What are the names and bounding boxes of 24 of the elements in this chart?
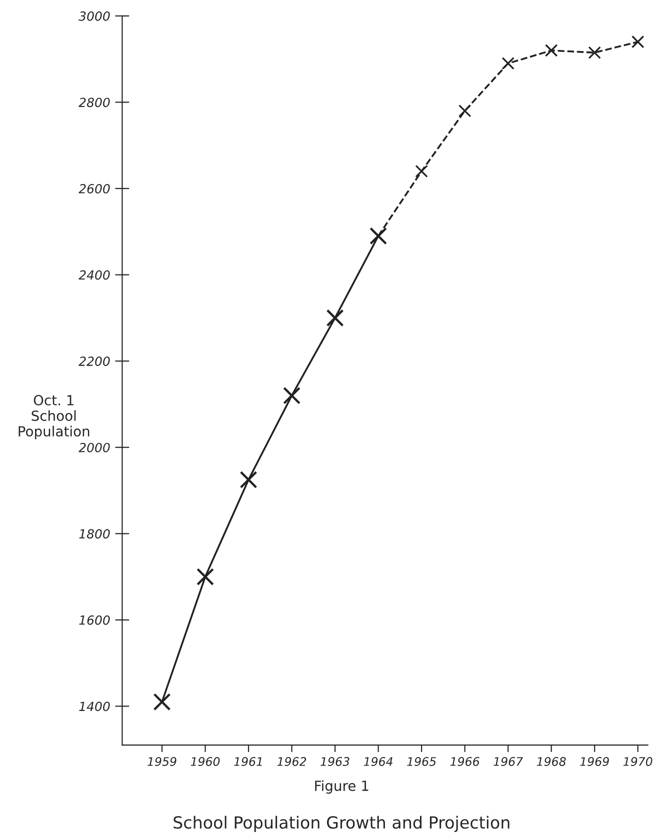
y-axis-title: Oct. 1 School Population bbox=[18, 394, 90, 440]
y-tick-label: 2200 bbox=[78, 356, 110, 366]
y-tick-label: 1600 bbox=[79, 615, 110, 625]
caption: Figure 1 bbox=[315, 780, 368, 794]
y-tick-label: 2000 bbox=[78, 442, 110, 452]
x-tick-label: 1965 bbox=[407, 757, 436, 766]
y-tick-label: 2400 bbox=[78, 270, 110, 280]
y-tick-label: 2600 bbox=[78, 184, 110, 194]
text: School Population Growth and Projection bbox=[174, 816, 510, 832]
y-tick-label: 3000 bbox=[78, 11, 110, 21]
x-tick-label: 1959 bbox=[148, 757, 176, 766]
x-tick-label: 1968 bbox=[536, 757, 566, 766]
x-tick-label: 1966 bbox=[450, 757, 480, 766]
x-tick-label: 1970 bbox=[623, 757, 652, 766]
x-tick-label: 1962 bbox=[277, 757, 306, 766]
y-tick-label: 2800 bbox=[78, 98, 110, 108]
x-tick-label: 1964 bbox=[364, 757, 392, 766]
x-tick-label: 1963 bbox=[320, 757, 350, 766]
y-tick-label: 1800 bbox=[79, 529, 110, 539]
x-tick-label: 1961 bbox=[234, 757, 262, 766]
y-tick-label: 1400 bbox=[79, 702, 110, 712]
x-tick-label: 1969 bbox=[580, 757, 609, 766]
x-tick-label: 1967 bbox=[494, 757, 523, 766]
x-tick-label: 1960 bbox=[190, 757, 220, 766]
